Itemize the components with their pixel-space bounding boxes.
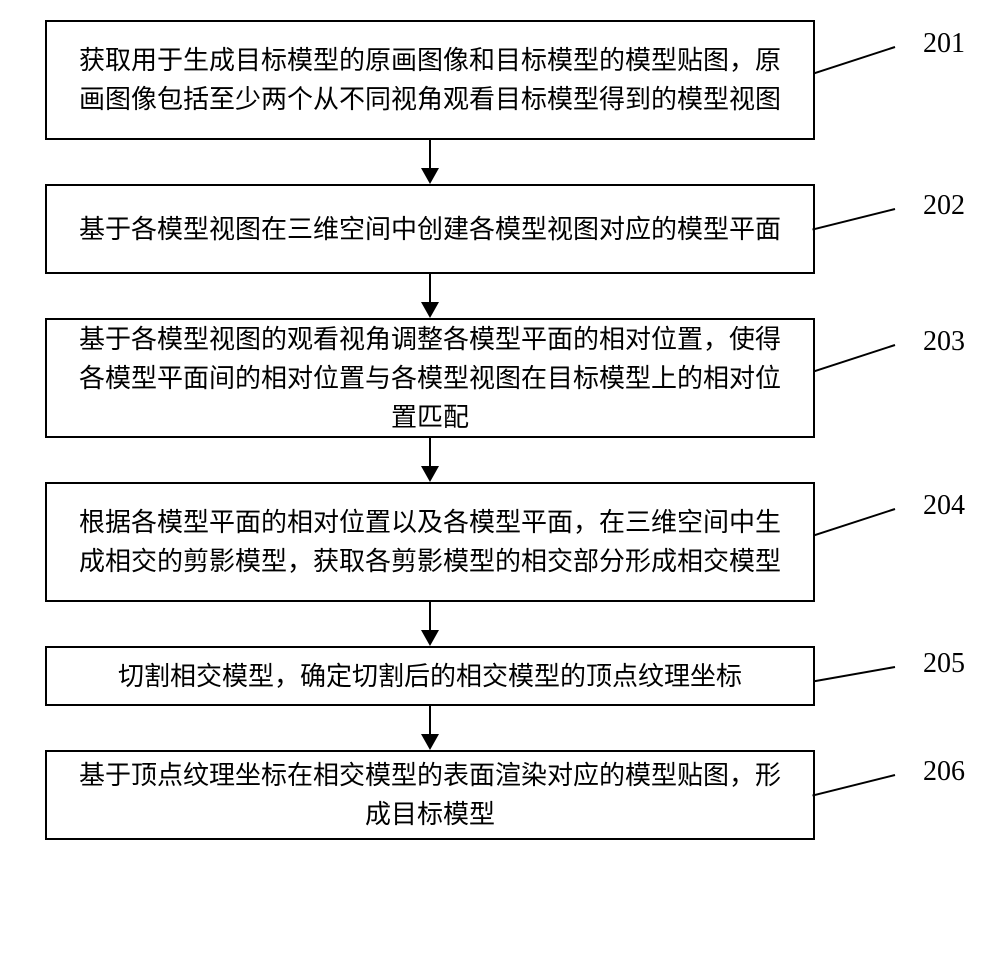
step-box-205: 切割相交模型，确定切割后的相交模型的顶点纹理坐标 bbox=[45, 646, 815, 706]
arrow-line-icon bbox=[429, 706, 431, 736]
step-label-204: 204 bbox=[923, 490, 965, 522]
connector-line-202 bbox=[812, 208, 895, 231]
arrow-line-icon bbox=[429, 274, 431, 304]
step-container-201: 获取用于生成目标模型的原画图像和目标模型的模型贴图，原画图像包括至少两个从不同视… bbox=[45, 20, 955, 140]
arrow-203 bbox=[45, 438, 815, 482]
arrow-line-icon bbox=[429, 602, 431, 632]
step-container-204: 根据各模型平面的相对位置以及各模型平面，在三维空间中生成相交的剪影模型，获取各剪… bbox=[45, 482, 955, 602]
arrow-205 bbox=[45, 706, 815, 750]
step-label-201: 201 bbox=[923, 28, 965, 60]
step-container-203: 基于各模型视图的观看视角调整各模型平面的相对位置，使得各模型平面间的相对位置与各… bbox=[45, 318, 955, 438]
step-label-205: 205 bbox=[923, 648, 965, 680]
arrow-202 bbox=[45, 274, 815, 318]
arrow-201 bbox=[45, 140, 815, 184]
step-label-203: 203 bbox=[923, 326, 965, 358]
step-label-202: 202 bbox=[923, 190, 965, 222]
connector-line-205 bbox=[814, 666, 895, 682]
arrow-204 bbox=[45, 602, 815, 646]
step-box-206: 基于顶点纹理坐标在相交模型的表面渲染对应的模型贴图，形成目标模型 bbox=[45, 750, 815, 840]
arrow-down-icon bbox=[421, 302, 439, 318]
connector-line-203 bbox=[814, 344, 895, 372]
step-container-205: 切割相交模型，确定切割后的相交模型的顶点纹理坐标205 bbox=[45, 646, 955, 706]
step-label-206: 206 bbox=[923, 756, 965, 788]
step-box-204: 根据各模型平面的相对位置以及各模型平面，在三维空间中生成相交的剪影模型，获取各剪… bbox=[45, 482, 815, 602]
arrow-down-icon bbox=[421, 466, 439, 482]
arrow-line-icon bbox=[429, 438, 431, 468]
arrow-line-icon bbox=[429, 140, 431, 170]
step-container-202: 基于各模型视图在三维空间中创建各模型视图对应的模型平面202 bbox=[45, 184, 955, 274]
step-box-203: 基于各模型视图的观看视角调整各模型平面的相对位置，使得各模型平面间的相对位置与各… bbox=[45, 318, 815, 438]
arrow-down-icon bbox=[421, 168, 439, 184]
step-container-206: 基于顶点纹理坐标在相交模型的表面渲染对应的模型贴图，形成目标模型206 bbox=[45, 750, 955, 840]
connector-line-204 bbox=[814, 508, 895, 536]
step-box-202: 基于各模型视图在三维空间中创建各模型视图对应的模型平面 bbox=[45, 184, 815, 274]
step-box-201: 获取用于生成目标模型的原画图像和目标模型的模型贴图，原画图像包括至少两个从不同视… bbox=[45, 20, 815, 140]
arrow-down-icon bbox=[421, 734, 439, 750]
arrow-down-icon bbox=[421, 630, 439, 646]
connector-line-201 bbox=[814, 46, 895, 74]
flowchart-container: 获取用于生成目标模型的原画图像和目标模型的模型贴图，原画图像包括至少两个从不同视… bbox=[45, 20, 955, 840]
connector-line-206 bbox=[812, 774, 895, 797]
